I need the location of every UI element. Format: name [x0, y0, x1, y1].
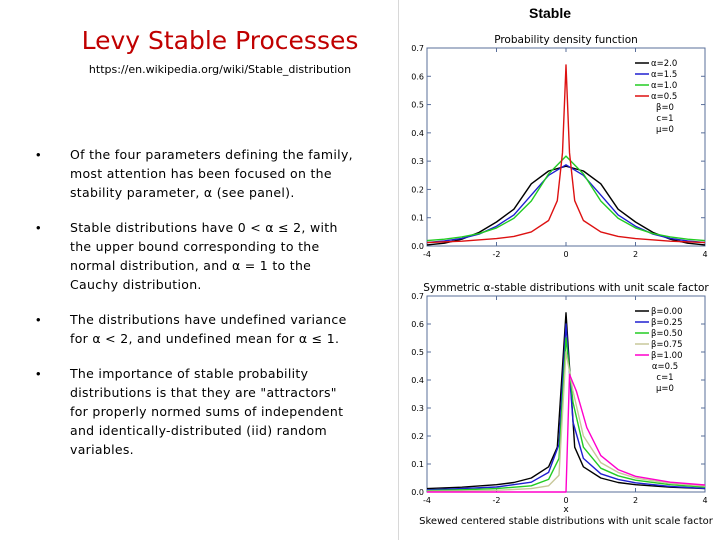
legend-label: α=1.0 — [651, 81, 677, 91]
y-tick-label: 0.0 — [411, 242, 424, 251]
y-tick-label: 0.3 — [411, 404, 424, 413]
legend-label: β=0.75 — [651, 340, 682, 350]
x-tick-label: -2 — [493, 250, 501, 259]
legend-label: β=0.00 — [651, 307, 682, 317]
legend-param: β=0 — [656, 103, 674, 113]
series-line — [426, 312, 706, 490]
x-tick-label: -4 — [423, 250, 431, 259]
skewed-chart: Symmetric α-stable distributions with un… — [411, 282, 714, 527]
y-tick-label: 0.5 — [411, 101, 424, 110]
legend-label: β=0.25 — [651, 318, 682, 328]
bullet-icon: • — [36, 220, 41, 235]
bullet-icon: • — [36, 147, 41, 162]
y-tick-label: 0.5 — [411, 348, 424, 357]
x-tick-label: 2 — [633, 496, 638, 505]
y-tick-label: 0.1 — [411, 214, 424, 223]
x-tick-label: 4 — [702, 250, 707, 259]
bullet-item: • The importance of stable probability d… — [36, 364, 358, 459]
y-tick-label: 0.6 — [411, 320, 424, 329]
y-tick-label: 0.0 — [411, 488, 424, 497]
legend-param: α=0.5 — [652, 362, 678, 372]
bullet-item: • The distributions have undefined varia… — [36, 310, 358, 348]
y-tick-label: 0.3 — [411, 157, 424, 166]
x-tick-label: -2 — [493, 496, 501, 505]
slide-title: Levy Stable Processes — [81, 26, 359, 55]
y-tick-label: 0.6 — [411, 72, 424, 81]
y-tick-label: 0.7 — [411, 292, 424, 301]
panel-title: Stable — [529, 5, 572, 21]
x-tick-label: 0 — [563, 496, 568, 505]
series-line — [426, 64, 706, 244]
source-link[interactable]: https://en.wikipedia.org/wiki/Stable_dis… — [88, 63, 352, 76]
series-line — [427, 373, 706, 493]
series-line — [426, 155, 706, 242]
y-tick-label: 0.2 — [411, 185, 424, 194]
legend-label: β=1.00 — [651, 351, 682, 361]
chart-title: Symmetric α-stable distributions with un… — [423, 282, 709, 294]
chart-caption: Skewed centered stable distributions wit… — [419, 516, 714, 527]
legend-param: μ=0 — [656, 384, 674, 394]
bullet-item: • Of the four parameters defining the fa… — [36, 145, 358, 202]
chart-title: Probability density function — [494, 34, 638, 46]
bullet-item: • Stable distributions have 0 < α ≤ 2, w… — [36, 218, 358, 294]
series-line — [426, 351, 706, 492]
legend-param: c=1 — [656, 114, 673, 124]
bullet-icon: • — [36, 366, 41, 381]
bullet-list: • Of the four parameters defining the fa… — [36, 145, 358, 475]
y-tick-label: 0.7 — [411, 44, 424, 53]
legend-label: α=2.0 — [651, 59, 677, 69]
y-tick-label: 0.4 — [411, 129, 424, 138]
bullet-text: The importance of stable probability dis… — [70, 366, 344, 457]
pdf-chart: Probability density function 0.0 0.1 0.2 0.3… — [411, 34, 707, 259]
x-tick-label: 4 — [702, 496, 707, 505]
stable-panel: Stable Probability density function 0.0 0.… — [398, 0, 717, 540]
x-axis-label: x — [563, 505, 569, 515]
bullet-icon: • — [36, 312, 41, 327]
legend-param: μ=0 — [656, 125, 674, 135]
legend-label: α=1.5 — [651, 70, 677, 80]
legend-param: c=1 — [656, 373, 673, 383]
bullet-text: Stable distributions have 0 < α ≤ 2, wit… — [70, 220, 338, 292]
legend-label: β=0.50 — [651, 329, 682, 339]
y-tick-label: 0.2 — [411, 432, 424, 441]
bullet-text: The distributions have undefined varianc… — [70, 312, 347, 346]
x-tick-label: 0 — [563, 250, 568, 259]
legend-label: α=0.5 — [651, 92, 677, 102]
y-tick-label: 0.4 — [411, 376, 424, 385]
y-tick-label: 0.1 — [411, 460, 424, 469]
series-line — [426, 164, 706, 244]
x-tick-label: -4 — [423, 496, 431, 505]
x-tick-label: 2 — [633, 250, 638, 259]
bullet-text: Of the four parameters defining the fami… — [70, 147, 353, 200]
